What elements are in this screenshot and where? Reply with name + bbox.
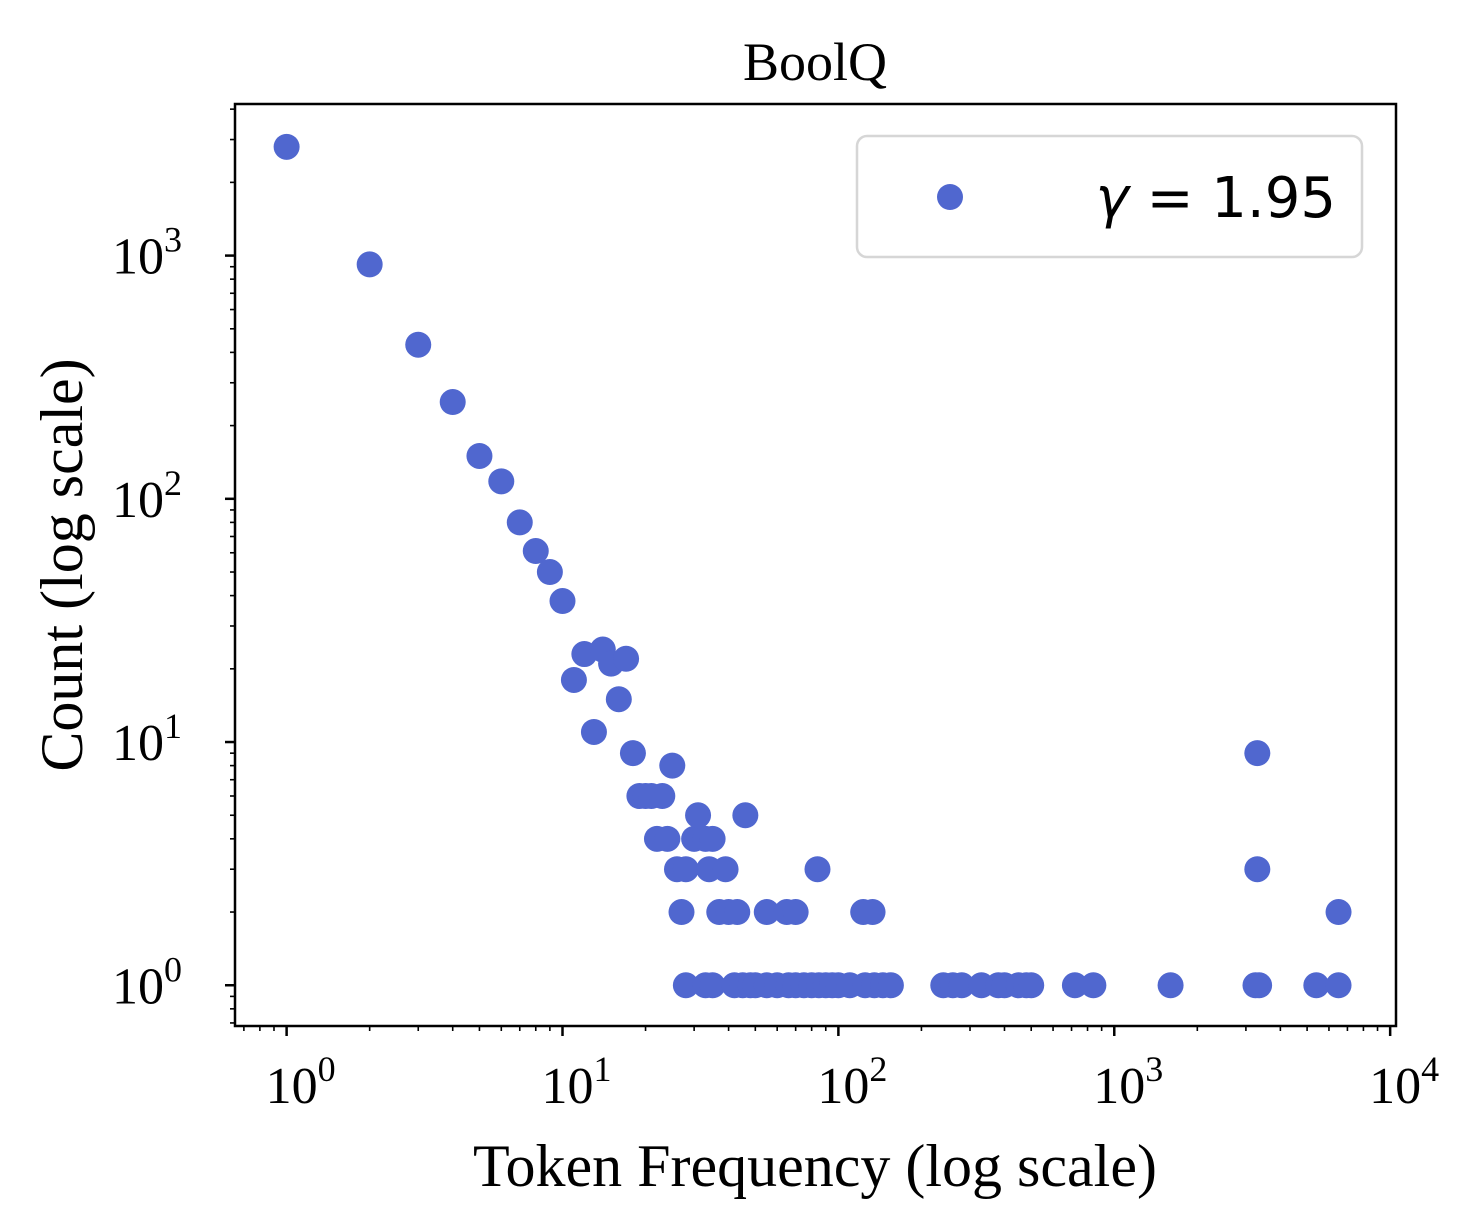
x-tick-label: 102 — [817, 1049, 887, 1115]
data-point — [685, 802, 712, 829]
data-point — [859, 899, 886, 926]
data-point — [466, 442, 493, 469]
data-point — [1303, 972, 1330, 999]
legend-value: = 1.95 — [1129, 166, 1336, 231]
data-point — [439, 389, 466, 416]
data-point — [580, 718, 607, 745]
data-point — [654, 825, 681, 852]
x-tick-label: 101 — [541, 1049, 611, 1115]
data-point — [672, 856, 699, 883]
data-point — [1244, 740, 1271, 767]
data-point — [356, 251, 383, 278]
legend-label: γ = 1.95 — [1096, 166, 1336, 231]
data-point — [613, 645, 640, 672]
data-point — [724, 899, 751, 926]
chart-title: BoolQ — [743, 32, 887, 92]
legend: γ = 1.95 — [855, 134, 1364, 259]
data-point — [605, 686, 632, 713]
data-points — [273, 133, 1352, 999]
legend-box — [855, 134, 1364, 259]
data-point — [560, 666, 587, 693]
data-point — [804, 856, 831, 883]
data-point — [1018, 972, 1045, 999]
data-point — [672, 972, 699, 999]
data-point — [753, 899, 780, 926]
data-point — [522, 538, 549, 565]
data-point — [1080, 972, 1107, 999]
legend-marker — [937, 184, 963, 210]
data-point — [948, 972, 975, 999]
data-point — [549, 588, 576, 615]
y-tick-label: 102 — [112, 463, 182, 529]
data-point — [273, 133, 300, 160]
data-point — [405, 331, 432, 358]
y-tick-label: 100 — [112, 949, 182, 1015]
plot-area-frame — [233, 102, 1398, 1028]
data-point — [1325, 899, 1352, 926]
x-axis: 100 101 102 103 104 — [243, 1026, 1439, 1115]
data-point — [699, 972, 726, 999]
data-point — [1061, 972, 1088, 999]
data-point — [488, 468, 515, 495]
data-point — [536, 559, 563, 586]
data-point — [1325, 972, 1352, 999]
data-point — [712, 856, 739, 883]
data-point — [659, 752, 686, 779]
data-point — [506, 509, 533, 536]
data-point — [1246, 972, 1273, 999]
data-point — [619, 740, 646, 767]
data-point — [649, 782, 676, 809]
x-tick-label: 104 — [1369, 1049, 1439, 1115]
y-axis-label: Count (log scale) — [29, 358, 95, 771]
data-point — [699, 825, 726, 852]
data-point — [877, 972, 904, 999]
data-point — [782, 899, 809, 926]
x-tick-label: 100 — [266, 1049, 336, 1115]
data-point — [668, 899, 695, 926]
y-tick-label: 103 — [112, 220, 182, 286]
y-axis: 100 101 102 103 — [112, 108, 235, 1024]
y-tick-label: 101 — [112, 706, 182, 772]
legend-symbol: γ — [1096, 166, 1132, 231]
x-axis-label: Token Frequency (log scale) — [473, 1133, 1157, 1199]
data-point — [1244, 856, 1271, 883]
x-tick-label: 103 — [1093, 1049, 1163, 1115]
data-point — [732, 802, 759, 829]
data-point — [1157, 972, 1184, 999]
